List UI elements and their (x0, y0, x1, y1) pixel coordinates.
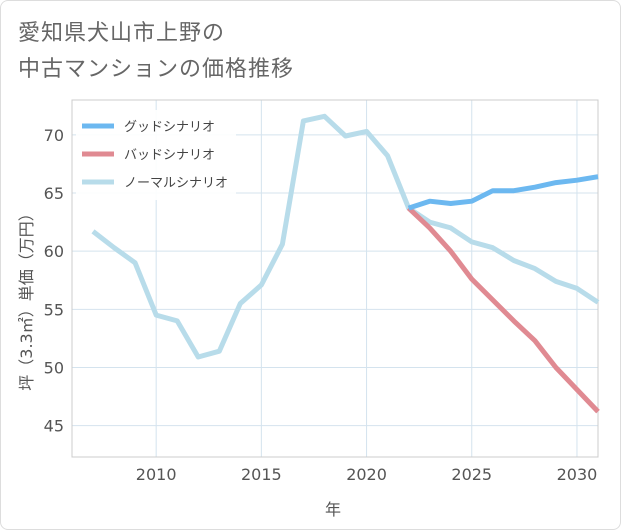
y-tick-label: 55 (44, 300, 64, 319)
y-tick-labels: 45 50 55 60 65 70 (44, 126, 64, 436)
y-axis-label: 坪（3.3㎡）単価（万円） (17, 205, 36, 390)
y-tick-label: 65 (44, 184, 64, 203)
x-tick-labels: 2010 2015 2020 2025 2030 (136, 465, 598, 484)
chart-title: 愛知県犬山市上野の 中古マンションの価格推移 (18, 16, 294, 88)
y-tick-label: 60 (44, 242, 64, 261)
series-line-0 (407, 174, 599, 211)
y-tick-label: 45 (44, 417, 64, 436)
x-axis-label: 年 (325, 500, 341, 519)
x-tick-label: 2025 (451, 465, 492, 484)
chart-title-line-1: 愛知県犬山市上野の (18, 21, 226, 46)
y-tick-label: 50 (44, 358, 64, 377)
x-tick-label: 2015 (241, 465, 282, 484)
x-tick-label: 2020 (346, 465, 387, 484)
series-lines (91, 113, 600, 414)
chart-title-line-2: 中古マンションの価格推移 (18, 57, 295, 82)
legend-label: グッドシナリオ (124, 120, 215, 135)
x-tick-label: 2030 (557, 465, 598, 484)
series-line-1 (406, 206, 600, 414)
legend-label: バッドシナリオ (124, 148, 215, 163)
series-line-2 (91, 113, 600, 360)
legend-label: ノーマルシナリオ (124, 176, 228, 191)
x-tick-label: 2010 (136, 465, 177, 484)
y-tick-label: 70 (44, 126, 64, 145)
plot-area-border (71, 99, 599, 458)
